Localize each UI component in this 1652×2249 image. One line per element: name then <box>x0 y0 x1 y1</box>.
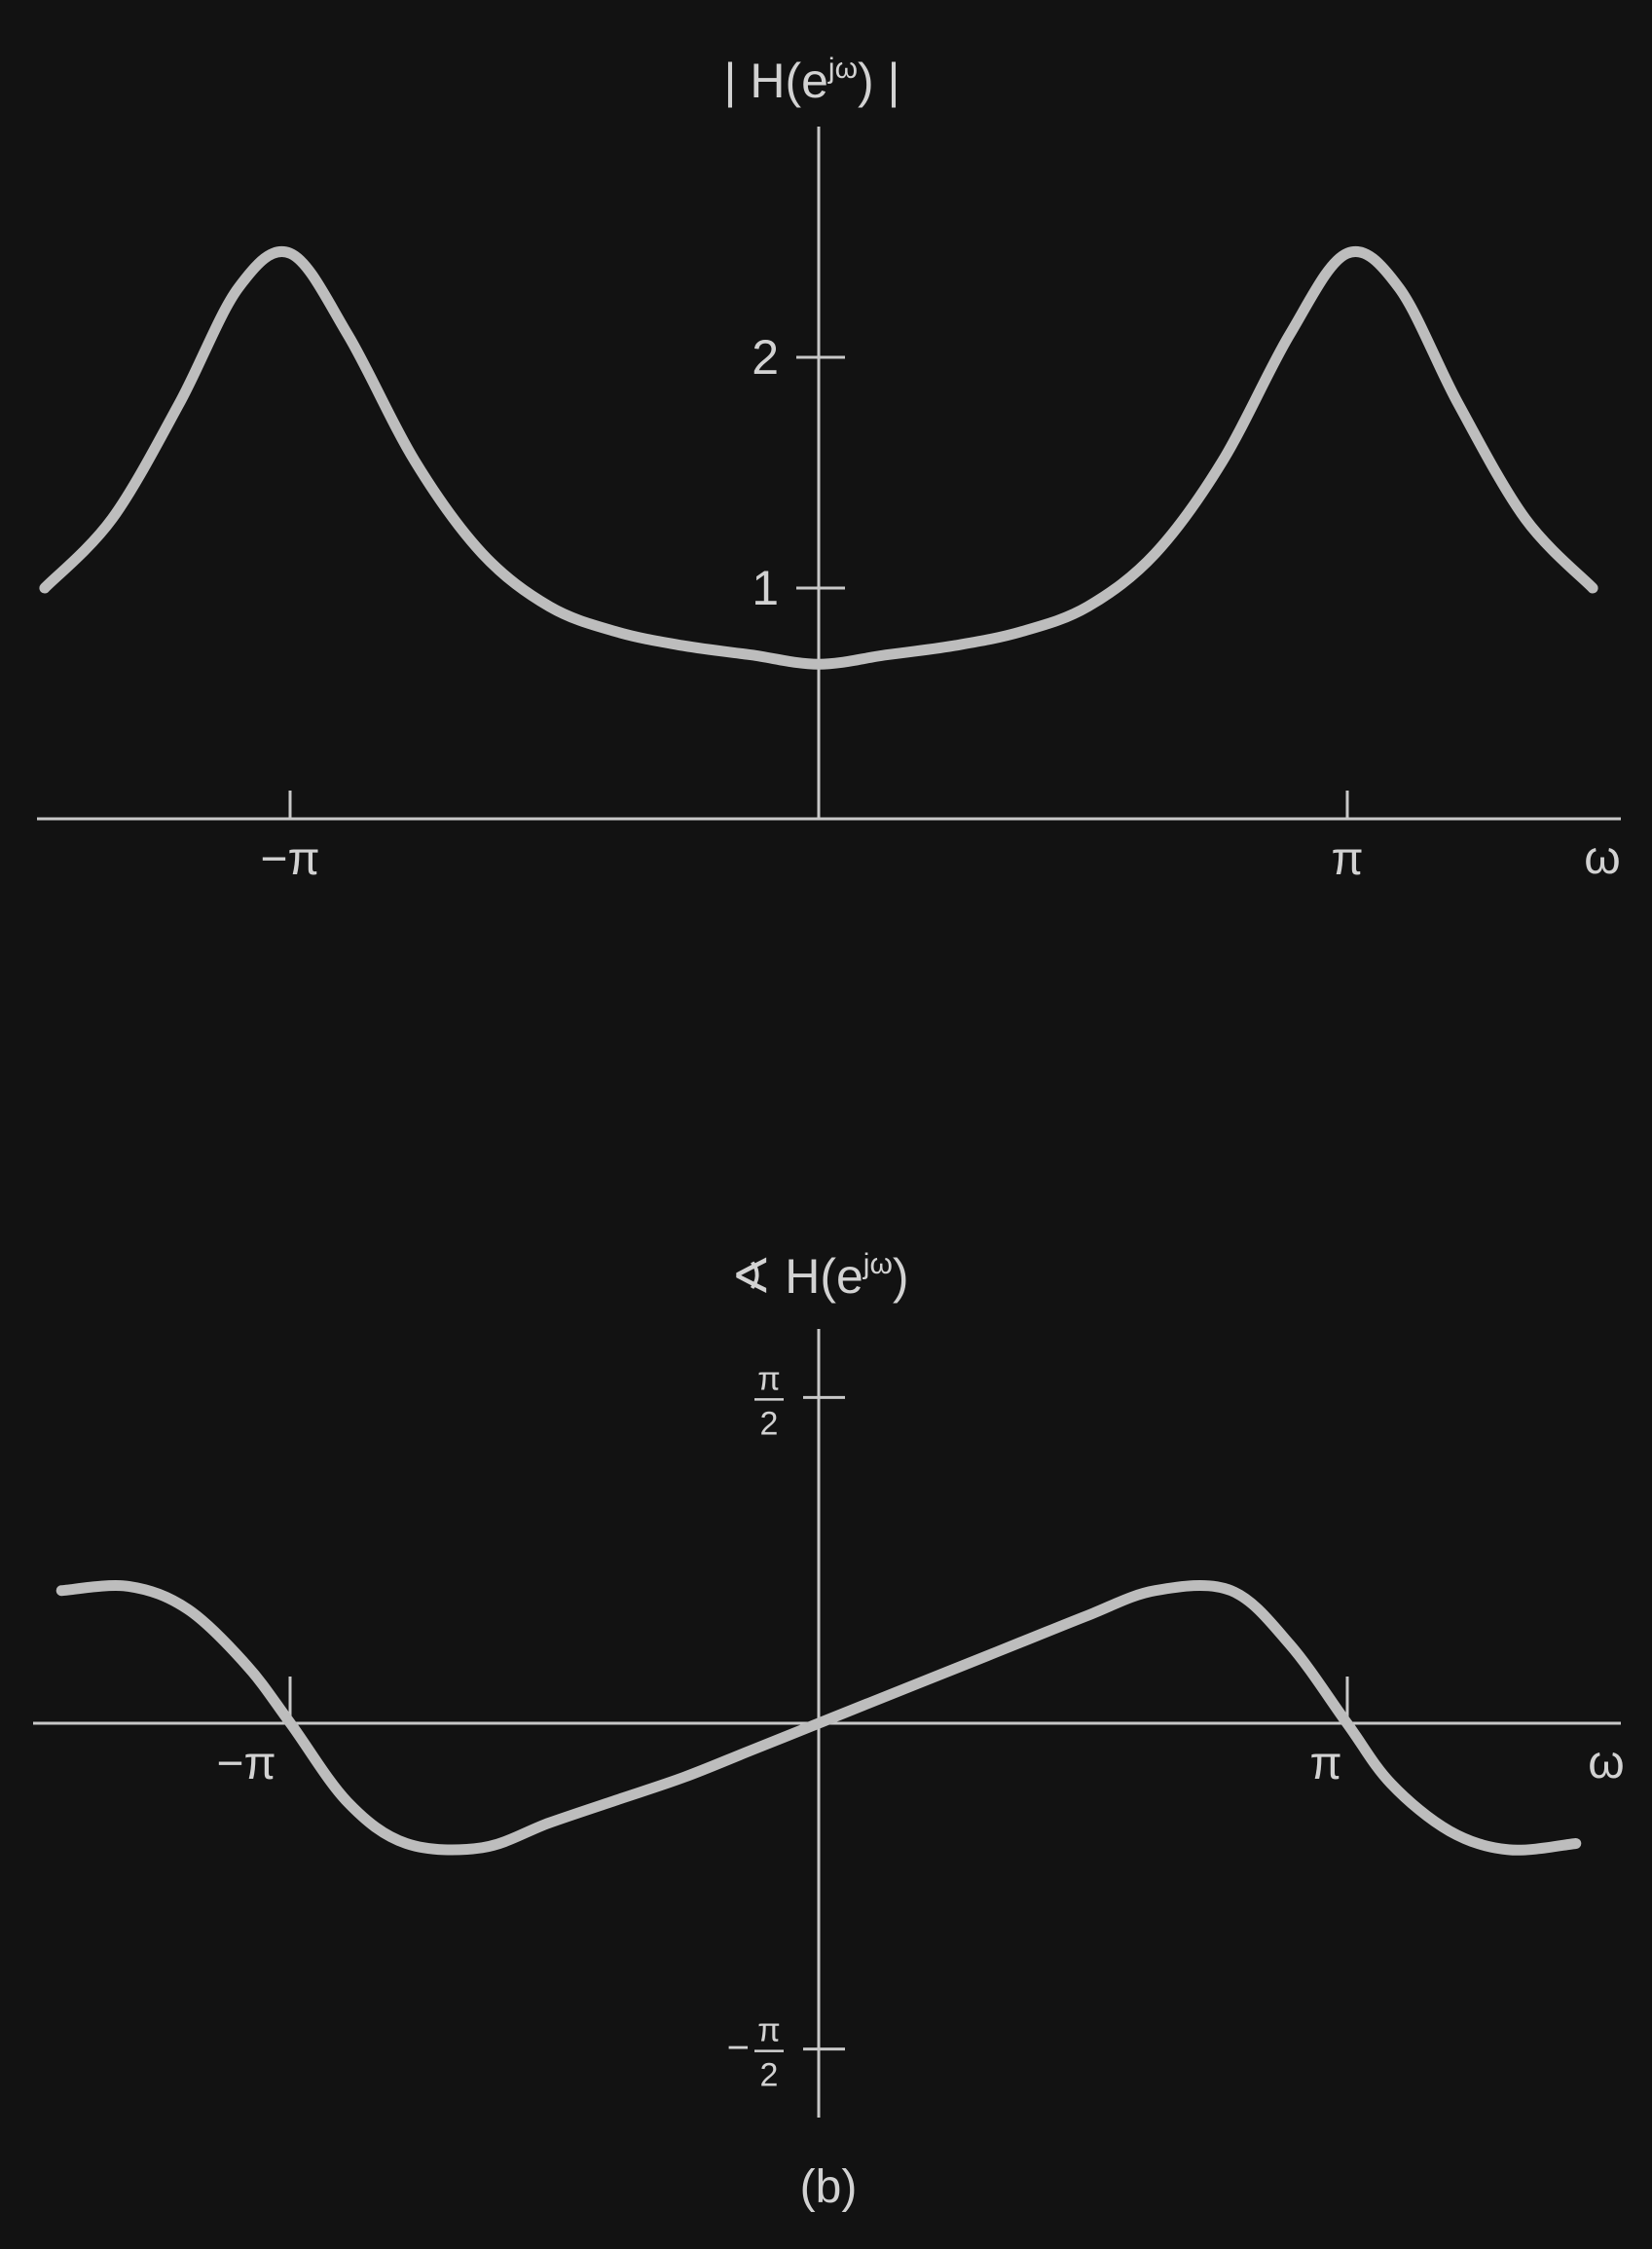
magnitude-series-line <box>39 246 1598 670</box>
phase-x-tick-label-1: π <box>1309 1738 1341 1789</box>
phase-y-tick-num-0: π <box>757 1360 780 1397</box>
magnitude-y-label: | H(ejω) | <box>723 53 899 108</box>
phase-y-tick-den-0: 2 <box>760 1405 779 1442</box>
magnitude-y-tick-label-1: 2 <box>752 330 779 385</box>
magnitude-chart: | H(ejω) | −π π 1 2 ω <box>37 53 1621 885</box>
phase-y-tick-sign-1: − <box>727 2027 750 2070</box>
phase-y-tick-num-1: π <box>757 2012 780 2049</box>
phase-series-line <box>55 1579 1582 1856</box>
phase-y-label: ∢ H(ejω) <box>730 1248 908 1304</box>
phase-y-tick-den-1: 2 <box>760 2057 779 2094</box>
phase-x-tick-label-0: −π <box>216 1738 275 1789</box>
magnitude-ticks: −π π 1 2 <box>260 330 1363 885</box>
figure-caption: (b) <box>800 2161 858 2213</box>
phase-x-label: ω <box>1588 1737 1624 1788</box>
phase-y-tick-label-0: π2 <box>754 1360 784 1442</box>
phase-y-tick-label-1: π 2− <box>727 2012 784 2094</box>
magnitude-y-tick-label-0: 1 <box>752 561 779 615</box>
magnitude-x-label: ω <box>1584 832 1620 884</box>
magnitude-x-tick-label-0: −π <box>260 833 319 885</box>
magnitude-x-tick-label-1: π <box>1331 833 1363 885</box>
